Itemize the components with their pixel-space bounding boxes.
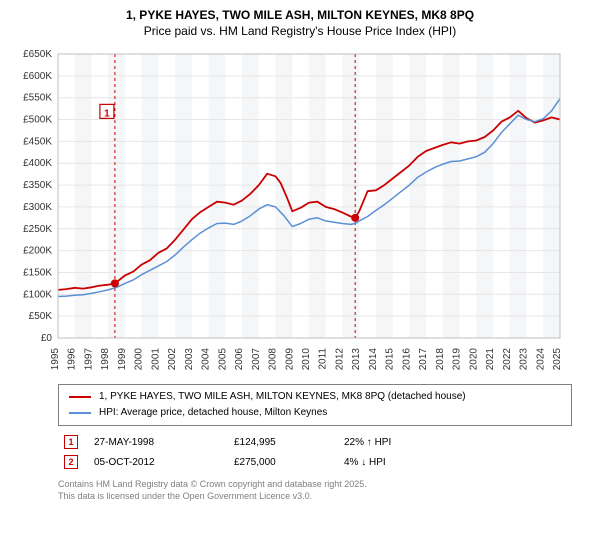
sale-delta-1: 22% ↑ HPI	[338, 432, 572, 452]
legend-label-1: 1, PYKE HAYES, TWO MILE ASH, MILTON KEYN…	[99, 389, 466, 405]
svg-text:2001: 2001	[150, 348, 161, 371]
sale-row-2: 2 05-OCT-2012 £275,000 4% ↓ HPI	[58, 452, 572, 472]
svg-text:2013: 2013	[351, 348, 362, 371]
footer-attribution: Contains HM Land Registry data © Crown c…	[58, 478, 572, 502]
svg-text:£100K: £100K	[23, 289, 52, 300]
legend-label-2: HPI: Average price, detached house, Milt…	[99, 405, 327, 421]
sale-price-1: £124,995	[228, 432, 338, 452]
svg-text:2012: 2012	[334, 348, 345, 371]
legend: 1, PYKE HAYES, TWO MILE ASH, MILTON KEYN…	[58, 384, 572, 426]
svg-text:£450K: £450K	[23, 136, 52, 147]
svg-text:£550K: £550K	[23, 93, 52, 104]
svg-text:2022: 2022	[502, 348, 513, 371]
svg-text:2000: 2000	[134, 348, 145, 371]
svg-text:£50K: £50K	[29, 311, 53, 322]
svg-text:2015: 2015	[385, 348, 396, 371]
legend-row-series1: 1, PYKE HAYES, TWO MILE ASH, MILTON KEYN…	[69, 389, 561, 405]
svg-text:£150K: £150K	[23, 267, 52, 278]
svg-text:2021: 2021	[485, 348, 496, 371]
svg-text:2006: 2006	[234, 348, 245, 371]
sale-row-1: 1 27-MAY-1998 £124,995 22% ↑ HPI	[58, 432, 572, 452]
svg-text:2008: 2008	[268, 348, 279, 371]
svg-text:£300K: £300K	[23, 202, 52, 213]
sale-date-1: 27-MAY-1998	[88, 432, 228, 452]
sales-table: 1 27-MAY-1998 £124,995 22% ↑ HPI 2 05-OC…	[58, 432, 572, 472]
svg-text:1995: 1995	[50, 348, 61, 371]
svg-text:2005: 2005	[217, 348, 228, 371]
svg-text:2017: 2017	[418, 348, 429, 371]
svg-text:2025: 2025	[552, 348, 563, 371]
footer-line-1: Contains HM Land Registry data © Crown c…	[58, 478, 572, 490]
svg-text:£500K: £500K	[23, 115, 52, 126]
svg-text:2019: 2019	[452, 348, 463, 371]
svg-text:2003: 2003	[184, 348, 195, 371]
svg-text:2023: 2023	[519, 348, 530, 371]
svg-text:1996: 1996	[67, 348, 78, 371]
svg-text:1998: 1998	[100, 348, 111, 371]
svg-text:1999: 1999	[117, 348, 128, 371]
svg-text:2002: 2002	[167, 348, 178, 371]
svg-text:2016: 2016	[401, 348, 412, 371]
sale-price-2: £275,000	[228, 452, 338, 472]
svg-text:2004: 2004	[201, 348, 212, 371]
svg-text:1997: 1997	[83, 348, 94, 371]
chart-area: £0 £50K £100K £150K £200K £250K £300K £350K £400…	[8, 46, 592, 376]
svg-text:2018: 2018	[435, 348, 446, 371]
svg-text:£400K: £400K	[23, 158, 52, 169]
svg-text:2007: 2007	[251, 348, 262, 371]
svg-text:2020: 2020	[468, 348, 479, 371]
legend-swatch-2	[69, 412, 91, 414]
svg-text:£600K: £600K	[23, 71, 52, 82]
legend-swatch-1	[69, 396, 91, 398]
svg-text:2011: 2011	[318, 348, 329, 370]
sale-date-2: 05-OCT-2012	[88, 452, 228, 472]
svg-text:£250K: £250K	[23, 224, 52, 235]
sale-marker-1: 1	[64, 435, 78, 449]
svg-text:1: 1	[104, 108, 110, 119]
svg-text:£350K: £350K	[23, 180, 52, 191]
legend-row-series2: HPI: Average price, detached house, Milt…	[69, 405, 561, 421]
svg-text:2010: 2010	[301, 348, 312, 371]
svg-text:2024: 2024	[535, 348, 546, 371]
svg-text:£0: £0	[41, 333, 53, 344]
chart-subtitle: Price paid vs. HM Land Registry's House …	[8, 24, 592, 38]
footer-line-2: This data is licensed under the Open Gov…	[58, 490, 572, 502]
chart-title: 1, PYKE HAYES, TWO MILE ASH, MILTON KEYN…	[8, 8, 592, 22]
svg-text:2014: 2014	[368, 348, 379, 371]
svg-text:2009: 2009	[284, 348, 295, 371]
svg-text:£650K: £650K	[23, 49, 52, 60]
sale-delta-2: 4% ↓ HPI	[338, 452, 572, 472]
svg-text:£200K: £200K	[23, 246, 52, 257]
sale-marker-2: 2	[64, 455, 78, 469]
line-chart-svg: £0 £50K £100K £150K £200K £250K £300K £350K £400…	[8, 46, 578, 376]
